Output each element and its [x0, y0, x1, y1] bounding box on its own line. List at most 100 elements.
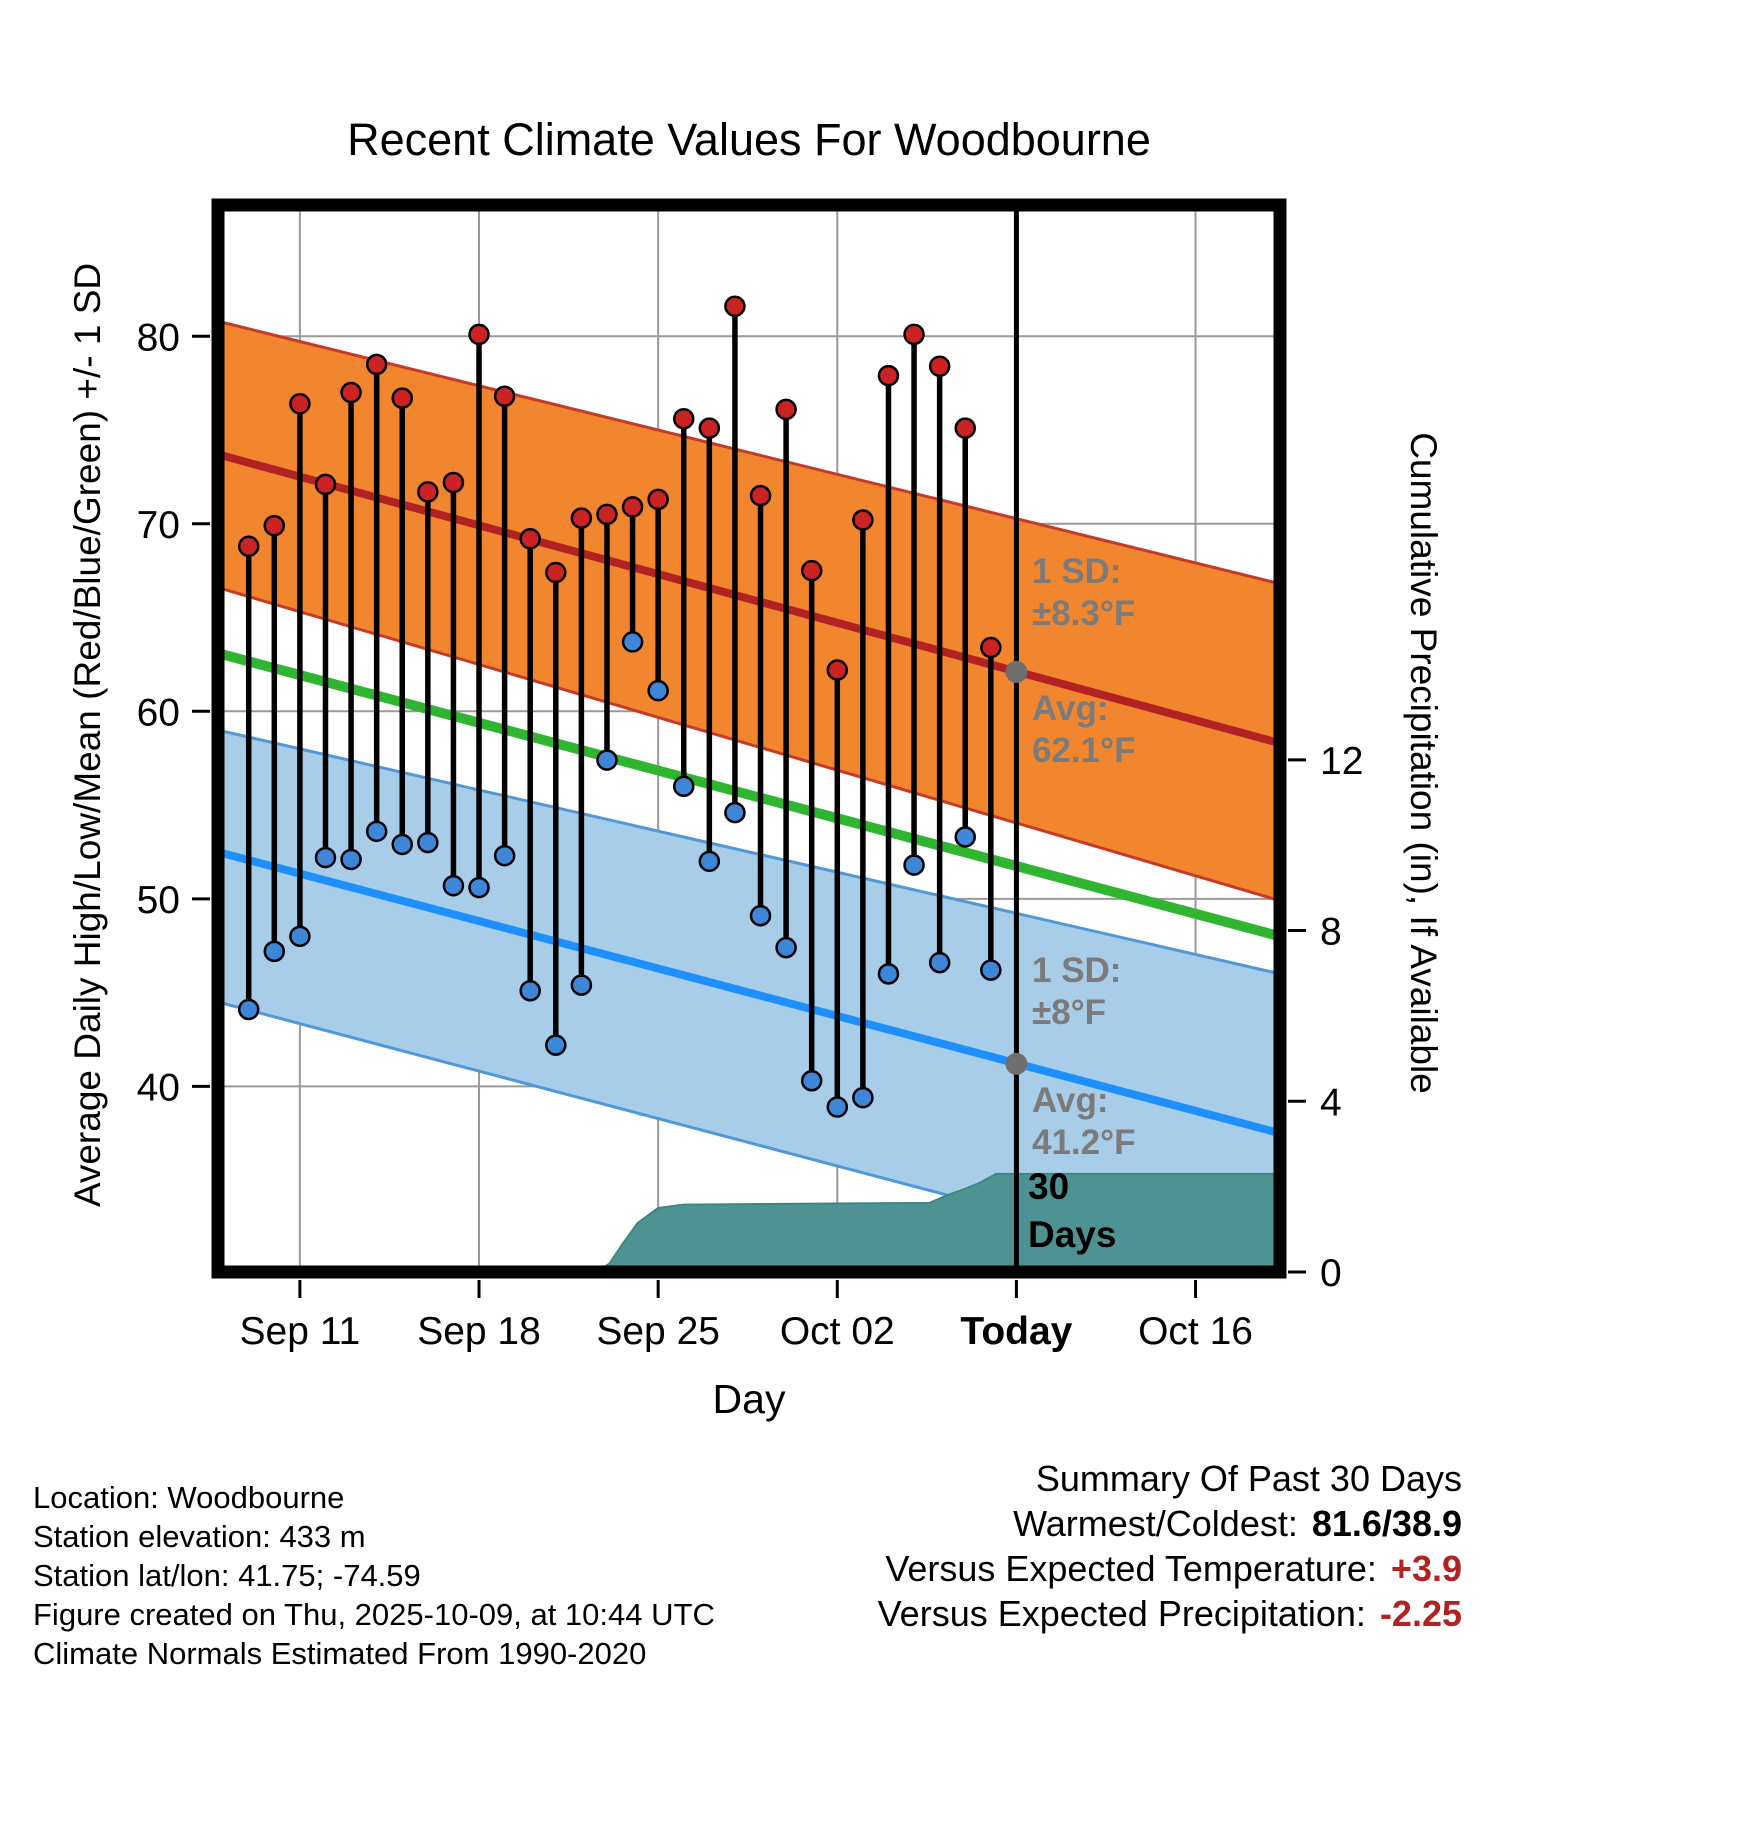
- mean-avg-line: [218, 648, 1280, 942]
- daily-high-dot: [570, 507, 593, 529]
- daily-low-dot: [724, 801, 746, 824]
- high-avg-value: 62.1°F: [1032, 731, 1136, 770]
- days-30-annotation: 30 Days: [1028, 1163, 1116, 1259]
- daily-high-dot: [391, 387, 414, 409]
- daily-high-dot: [775, 398, 797, 421]
- y-axis-left-label: Average Daily High/Low/Mean (Red/Blue/Gr…: [67, 262, 108, 1208]
- daily-high-dot: [749, 484, 772, 507]
- summary-warmest-coldest: Warmest/Coldest: 81.6/38.9: [878, 1501, 1462, 1546]
- y-left-tick-label: 70: [137, 504, 180, 547]
- daily-low-dot: [289, 925, 311, 948]
- daily-low-dot: [698, 850, 721, 873]
- daily-high-dot: [493, 385, 516, 408]
- daily-high-dot: [237, 535, 260, 558]
- daily-high-dot: [954, 417, 976, 439]
- low-sd-label: 1 SD:: [1032, 951, 1122, 990]
- daily-low-dot: [596, 749, 618, 771]
- vs-temperature-value: +3.9: [1390, 1548, 1462, 1589]
- daily-high-dot: [289, 393, 311, 415]
- daily-low-dot: [314, 846, 337, 869]
- daily-low-dot: [672, 775, 695, 798]
- daily-low-dot: [365, 820, 388, 843]
- daily-low-dot: [570, 974, 593, 996]
- footer-created: Figure created on Thu, 2025-10-09, at 10…: [33, 1597, 715, 1632]
- warmest-coldest-value: 81.6/38.9: [1311, 1503, 1462, 1544]
- y-left-tick-label: 60: [137, 691, 180, 734]
- daily-low-dot: [391, 833, 414, 856]
- plot-border: [211, 198, 1287, 1279]
- daily-low-dot: [928, 951, 951, 974]
- summary-panel: Summary Of Past 30 Days Warmest/Coldest:…: [878, 1456, 1462, 1636]
- low-avg-line: [218, 848, 1280, 1138]
- low-sd-value: ±8°F: [1032, 993, 1107, 1032]
- footer-metadata: Location: Woodbourne Station elevation: …: [33, 1478, 715, 1673]
- y-right-tick-label: 4: [1320, 1081, 1342, 1124]
- daily-low-dot: [442, 874, 465, 897]
- daily-low-dot: [237, 998, 260, 1021]
- low-sd-annotation: 1 SD: ±8°F: [1032, 950, 1121, 1034]
- daily-low-dot: [417, 831, 439, 854]
- high-avg-annotation: Avg: 62.1°F: [1032, 688, 1136, 772]
- x-tick-label: Oct 16: [1138, 1310, 1253, 1353]
- daily-high-dot: [365, 353, 388, 376]
- footer-latlon: Station lat/lon: 41.75; -74.59: [33, 1558, 421, 1593]
- daily-high-dot: [417, 481, 439, 503]
- daily-high-dot: [442, 471, 465, 494]
- x-tick-label: Sep 25: [596, 1310, 720, 1353]
- x-tick-label: Sep 18: [417, 1310, 541, 1353]
- x-tick-label: Sep 11: [240, 1310, 361, 1353]
- cumulative-precip-area: [218, 1172, 1280, 1272]
- daily-low-dot: [775, 936, 797, 959]
- y-right-tick-label: 0: [1320, 1252, 1342, 1295]
- daily-low-dot: [877, 963, 900, 985]
- high-sd-annotation: 1 SD: ±8.3°F: [1032, 551, 1135, 635]
- today-low-avg-marker: [1005, 1052, 1028, 1075]
- daily-low-dot: [340, 848, 362, 871]
- daily-low-dot: [749, 904, 772, 927]
- y-left-tick-label: 50: [137, 879, 180, 922]
- daily-high-dot: [672, 408, 695, 430]
- daily-high-dot: [826, 659, 849, 681]
- daily-high-dot: [928, 355, 951, 378]
- daily-high-dot: [340, 381, 362, 404]
- daily-low-dot: [493, 844, 516, 867]
- daily-low-dot: [826, 1096, 849, 1118]
- summary-vs-precipitation: Versus Expected Precipitation: -2.25: [878, 1591, 1462, 1636]
- daily-low-dot: [980, 959, 1002, 981]
- daily-high-dot: [263, 514, 286, 537]
- vs-temperature-label: Versus Expected Temperature:: [885, 1548, 1377, 1589]
- days-30-line1: 30: [1028, 1166, 1070, 1207]
- high-sd-label: 1 SD:: [1032, 552, 1122, 591]
- y-left-tick-label: 80: [137, 316, 180, 359]
- low-avg-value: 41.2°F: [1032, 1123, 1136, 1162]
- today-high-avg-marker: [1005, 660, 1028, 683]
- x-tick-label: Today: [960, 1310, 1072, 1353]
- daily-high-dot: [545, 561, 567, 584]
- daily-high-dot: [877, 364, 900, 387]
- low-avg-label: Avg:: [1032, 1081, 1109, 1120]
- daily-low-dot: [468, 876, 490, 899]
- daily-high-dot: [800, 559, 823, 582]
- daily-low-dot: [903, 854, 925, 876]
- footer-elevation: Station elevation: 433 m: [33, 1519, 366, 1554]
- warmest-coldest-label: Warmest/Coldest:: [1013, 1503, 1298, 1544]
- daily-low-dot: [621, 631, 644, 653]
- daily-low-dot: [545, 1034, 567, 1056]
- daily-high-dot: [314, 473, 337, 496]
- low-band-top-edge: [218, 728, 1280, 976]
- daily-high-dot: [621, 496, 644, 518]
- high-band-bottom-edge: [218, 586, 1280, 903]
- daily-high-dot: [468, 323, 490, 346]
- vs-precipitation-label: Versus Expected Precipitation:: [877, 1593, 1366, 1634]
- vs-precipitation-value: -2.25: [1379, 1593, 1462, 1634]
- days-30-line2: Days: [1028, 1214, 1117, 1255]
- footer-location: Location: Woodbourne: [33, 1480, 345, 1515]
- x-tick-label: Oct 02: [780, 1310, 895, 1353]
- high-avg-line: [218, 450, 1280, 748]
- summary-title: Summary Of Past 30 Days: [1035, 1458, 1462, 1499]
- daily-low-dot: [519, 979, 541, 1002]
- high-sd-value: ±8.3°F: [1032, 594, 1136, 633]
- daily-high-dot: [698, 417, 721, 439]
